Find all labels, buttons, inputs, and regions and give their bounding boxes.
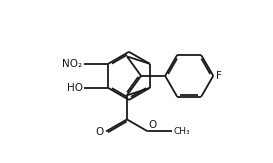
Text: NO₂: NO₂ bbox=[63, 59, 83, 69]
Text: HO: HO bbox=[67, 83, 83, 93]
Text: CH₃: CH₃ bbox=[173, 127, 190, 136]
Text: O: O bbox=[149, 120, 157, 130]
Text: O: O bbox=[96, 127, 104, 137]
Text: F: F bbox=[216, 71, 222, 81]
